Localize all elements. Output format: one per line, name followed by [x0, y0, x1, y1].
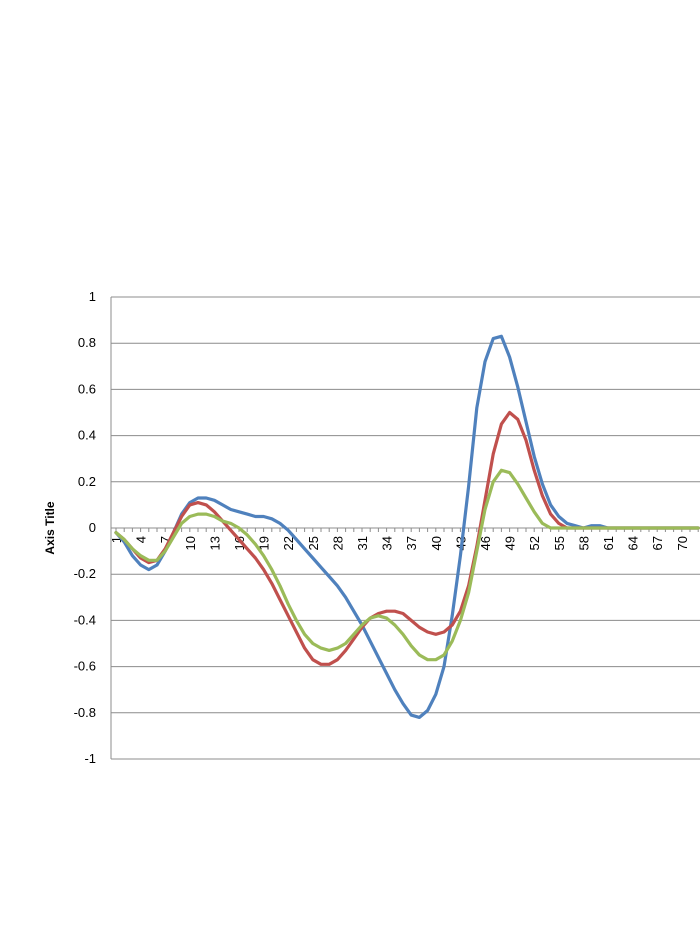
x-tick-label: 37	[404, 536, 419, 550]
x-tick-label: 64	[626, 536, 641, 550]
y-tick-label: 0.6	[78, 381, 96, 396]
series-lines	[114, 334, 700, 719]
x-tick-label: 19	[257, 536, 272, 550]
x-tick-label: 31	[355, 536, 370, 550]
series-line-1	[114, 334, 700, 719]
y-tick-label: -0.2	[74, 566, 96, 581]
x-tick-label: 52	[527, 536, 542, 550]
x-tick-label: 22	[281, 536, 296, 550]
y-tick-label: 0.8	[78, 335, 96, 350]
x-tick-label: 46	[478, 536, 493, 550]
x-tick-label: 28	[330, 536, 345, 550]
x-tick-label: 70	[675, 536, 690, 550]
y-tick-label: 0.2	[78, 474, 96, 489]
x-tick-label: 61	[601, 536, 616, 550]
x-tick-label: 49	[503, 536, 518, 550]
y-tick-label: -0.6	[74, 659, 96, 674]
y-tick-label: -0.4	[74, 612, 96, 627]
x-tick-label: 55	[552, 536, 567, 550]
x-tick-label: 40	[429, 536, 444, 550]
y-tick-labels: 1 0.8 0.6 0.4 0.2 0 -0.2 -0.4 -0.6 -0.8 -1	[74, 289, 96, 766]
y-tick-label: 1	[89, 289, 96, 304]
x-tick-label: 13	[207, 536, 222, 550]
x-tick-label: 67	[650, 536, 665, 550]
y-tick-label: -0.8	[74, 705, 96, 720]
gridlines	[111, 296, 700, 760]
y-tick-label: 0.4	[78, 428, 96, 443]
series-line-3	[114, 468, 700, 662]
x-tick-label: 16	[232, 536, 247, 550]
y-axis-title: Axis Title	[43, 501, 57, 554]
y-tick-label: 0	[89, 520, 96, 535]
x-tick-label: 34	[380, 536, 395, 550]
x-tick-label: 10	[183, 536, 198, 550]
y-tick-label: -1	[84, 751, 96, 766]
x-tick-label: 58	[576, 536, 591, 550]
x-tick-labels: 1 4 7 10 13 16 19 22 25 28 31 34 37 40 43 46 49 52 55 58 61 6…	[109, 536, 690, 550]
x-tick-label: 1	[109, 536, 124, 543]
x-tick-label: 4	[134, 536, 149, 543]
x-tick-label: 25	[306, 536, 321, 550]
x-tick-label: 7	[158, 536, 173, 543]
